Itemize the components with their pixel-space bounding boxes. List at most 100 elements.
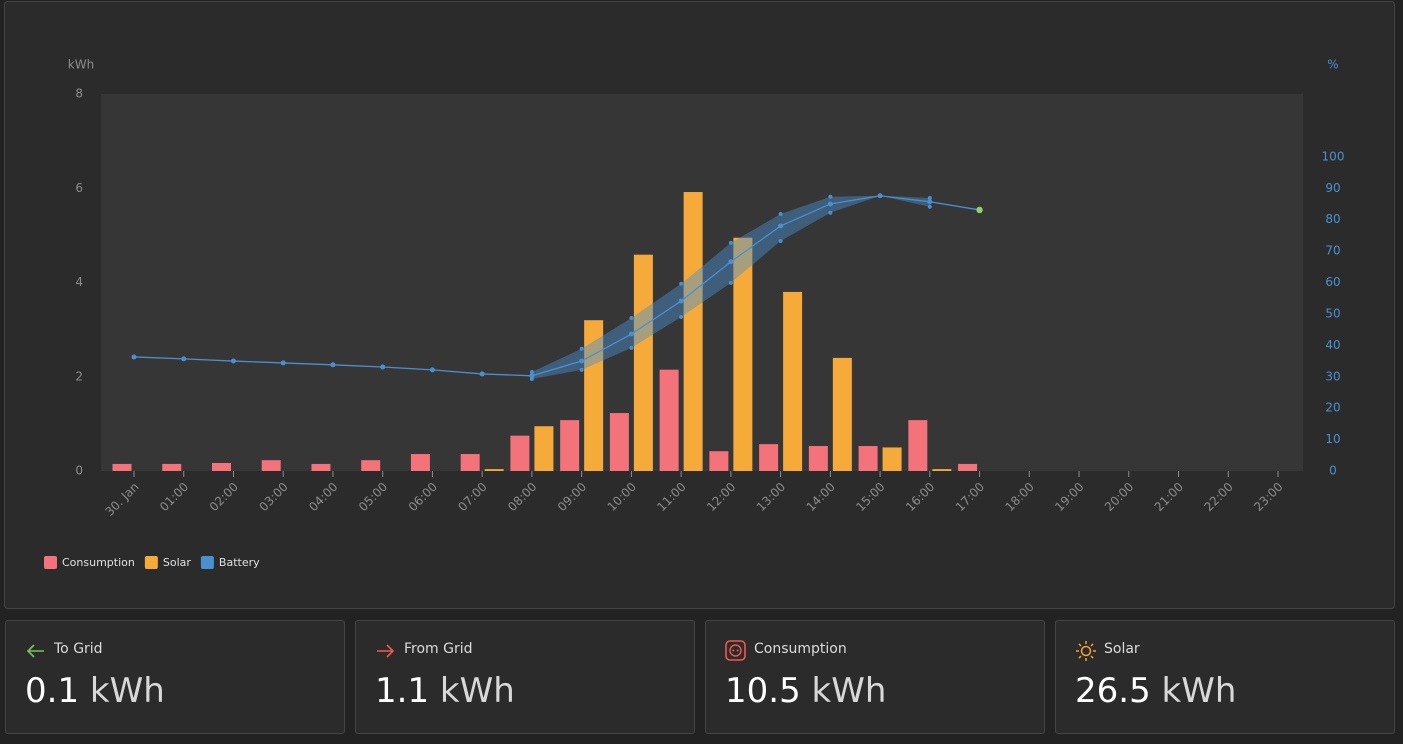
card-value: 0.1 kWh xyxy=(25,671,165,711)
y-tick-label: 0 xyxy=(75,464,83,478)
range-point xyxy=(629,316,634,321)
y2-tick-label: 70 xyxy=(1325,244,1340,258)
y-tick-label: 6 xyxy=(75,181,83,195)
bar xyxy=(733,237,753,471)
battery-range xyxy=(880,195,930,207)
card: Consumption 10.5 kWh xyxy=(705,620,1045,734)
bar xyxy=(908,420,928,471)
card-value: 26.5 kWh xyxy=(1075,671,1236,711)
bar xyxy=(808,446,828,471)
unit: kWh xyxy=(89,671,165,711)
bar xyxy=(560,420,580,471)
card: Solar 26.5 kWh xyxy=(1055,620,1395,734)
battery-point xyxy=(728,259,734,265)
bar xyxy=(410,454,430,471)
y2-tick-label: 100 xyxy=(1322,149,1345,163)
range-point xyxy=(927,195,932,200)
value: 1.1 xyxy=(375,671,430,711)
range-point xyxy=(778,239,783,244)
bar xyxy=(659,369,679,471)
bar xyxy=(162,463,182,471)
battery-point xyxy=(877,193,883,199)
legend-label: Solar xyxy=(163,556,192,569)
battery-point xyxy=(927,199,933,205)
y-tick-label: 4 xyxy=(75,275,83,289)
battery-range xyxy=(631,283,682,348)
range-point xyxy=(629,345,634,350)
y-tick-label: 8 xyxy=(75,87,83,101)
battery-point xyxy=(230,358,236,364)
bar xyxy=(609,413,629,471)
bar xyxy=(484,469,504,471)
card-value: 1.1 kWh xyxy=(375,671,515,711)
bar xyxy=(361,460,381,471)
battery-range xyxy=(581,318,632,370)
unit: kWh xyxy=(439,671,515,711)
bar xyxy=(783,291,803,471)
battery-point xyxy=(976,206,983,214)
card-title: From Grid xyxy=(404,641,473,657)
battery-point xyxy=(280,360,286,366)
card-title: To Grid xyxy=(54,641,103,657)
battery-point xyxy=(181,356,187,362)
y2-tick-label: 80 xyxy=(1325,212,1340,226)
bar xyxy=(759,444,779,471)
card: To Grid 0.1 kWh xyxy=(5,620,345,734)
value: 0.1 xyxy=(25,671,80,711)
bar xyxy=(709,451,729,471)
legend-swatch xyxy=(144,556,158,569)
bar xyxy=(584,320,604,471)
y-tick-label: 2 xyxy=(75,369,83,383)
y-axis-label: kWh xyxy=(68,58,94,72)
icon-arrow-right xyxy=(377,644,395,658)
bar xyxy=(211,462,231,471)
bar xyxy=(858,446,878,471)
bar xyxy=(832,357,852,471)
card: From Grid 1.1 kWh xyxy=(355,620,695,734)
bar xyxy=(261,460,281,471)
y2-tick-label: 0 xyxy=(1329,464,1337,478)
battery-point xyxy=(778,223,784,229)
y2-tick-label: 40 xyxy=(1325,338,1340,352)
icon-socket xyxy=(725,640,746,661)
battery-point xyxy=(827,201,833,207)
card-title: Solar xyxy=(1104,641,1140,657)
range-point xyxy=(579,367,584,372)
battery-point xyxy=(380,364,386,370)
range-point xyxy=(828,194,833,199)
y2-axis-label: % xyxy=(1327,58,1338,72)
range-point xyxy=(927,204,932,209)
value: 10.5 xyxy=(725,671,801,711)
battery-point xyxy=(529,373,535,379)
battery-range xyxy=(681,242,731,318)
range-point xyxy=(728,280,733,285)
bar xyxy=(958,463,978,471)
battery-point xyxy=(131,354,137,360)
card-value: 10.5 kWh xyxy=(725,671,886,711)
y2-tick-label: 90 xyxy=(1325,181,1340,195)
bar xyxy=(460,454,480,471)
unit: kWh xyxy=(1161,671,1237,711)
range-point xyxy=(679,315,684,320)
battery-point xyxy=(628,331,634,337)
bar xyxy=(633,254,653,471)
battery-range xyxy=(730,214,781,283)
battery-line xyxy=(133,195,980,377)
battery-point xyxy=(479,371,485,377)
legend-label: Battery xyxy=(219,556,260,569)
y2-tick-label: 50 xyxy=(1325,306,1340,320)
y2-tick-label: 60 xyxy=(1325,275,1340,289)
battery-range xyxy=(780,196,831,242)
bar xyxy=(683,192,703,471)
battery-range xyxy=(531,348,582,379)
battery-range xyxy=(830,195,881,213)
range-point xyxy=(529,370,534,375)
range-point xyxy=(778,212,783,217)
bar xyxy=(510,435,530,471)
battery-point xyxy=(429,367,435,373)
range-point xyxy=(679,281,684,286)
icon-sun xyxy=(1076,641,1096,661)
bar xyxy=(932,469,952,471)
